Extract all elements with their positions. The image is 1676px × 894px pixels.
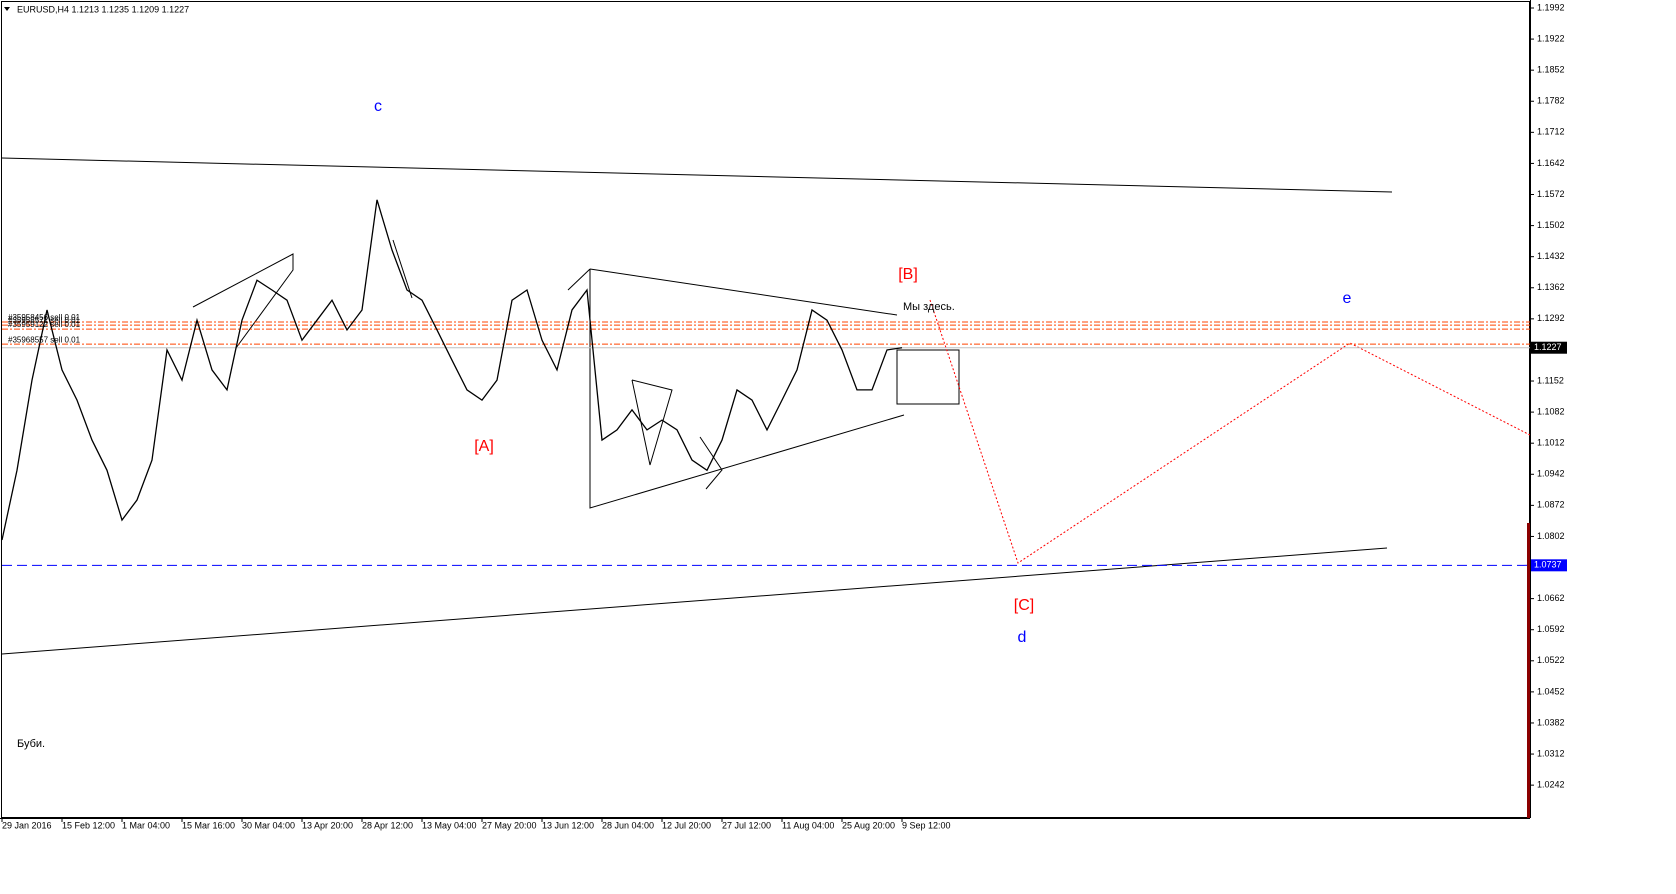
- plot-frame: [1, 1, 1530, 818]
- side-bar: [1527, 523, 1530, 818]
- x-tick-label: 12 Jul 20:00: [662, 820, 711, 830]
- y-tick-label: 1.1922: [1537, 33, 1565, 43]
- wave-figure: [699, 436, 723, 490]
- chart-title: EURUSD,H4 1.1213 1.1235 1.1209 1.1227: [17, 4, 189, 14]
- x-tick-label: 1 Mar 04:00: [122, 820, 170, 830]
- y-tick-label: 1.1432: [1537, 251, 1565, 261]
- target-box: [896, 349, 960, 405]
- triangle-line: [589, 269, 905, 509]
- x-tick-label: 13 May 04:00: [422, 820, 477, 830]
- y-tick-label: 1.1852: [1537, 65, 1565, 75]
- price-line-series: [1, 199, 903, 541]
- x-tick-label: 13 Jun 12:00: [542, 820, 594, 830]
- drawings: [1, 157, 1393, 655]
- x-tick-label: 27 May 20:00: [482, 820, 537, 830]
- y-tick-label: 1.0522: [1537, 655, 1565, 665]
- x-tick-label: 15 Mar 16:00: [182, 820, 235, 830]
- x-tick-label: 25 Aug 20:00: [842, 820, 895, 830]
- wave-label: d: [1018, 629, 1027, 646]
- y-tick-label: 1.1362: [1537, 282, 1565, 292]
- x-tick-label: 27 Jul 12:00: [722, 820, 771, 830]
- x-tick-label: 9 Sep 12:00: [902, 820, 951, 830]
- trend-line: [1, 157, 1393, 193]
- y-tick-label: 1.0242: [1537, 780, 1565, 790]
- y-tick-label: 1.1712: [1537, 127, 1565, 137]
- note: Буби.: [17, 738, 45, 750]
- y-tick-label: 1.1992: [1537, 2, 1565, 12]
- wave-figure: [392, 239, 413, 299]
- y-tick-label: 1.1152: [1537, 375, 1564, 385]
- y-tick-label: 1.0802: [1537, 531, 1565, 541]
- y-tick-label: 1.0662: [1537, 593, 1565, 603]
- wave-label: e: [1343, 290, 1352, 307]
- wave-label: [A]: [474, 438, 494, 455]
- order-label: #35958456 sell 0.01: [8, 313, 81, 322]
- y-tick-label: 1.0312: [1537, 748, 1565, 758]
- triangle-line: [589, 268, 898, 316]
- trend-line: [1, 547, 1388, 655]
- price-label: 1.0737: [1534, 560, 1562, 570]
- price-label-box: [1531, 559, 1567, 572]
- forecast-path: [929, 299, 1531, 564]
- wave-label: [B]: [898, 266, 918, 283]
- price-label: 1.1227: [1534, 342, 1562, 352]
- note: Мы здесь.: [903, 301, 955, 313]
- x-tick-label: 15 Feb 12:00: [62, 820, 115, 830]
- y-tick-label: 1.1082: [1537, 406, 1565, 416]
- wave-figure: [192, 253, 294, 349]
- menu-triangle: [4, 7, 10, 11]
- order-label: #35968557 sell 0.01: [8, 335, 81, 344]
- wave-figure: [567, 268, 591, 291]
- wave-label: [C]: [1014, 597, 1034, 614]
- x-tick-label: 30 Mar 04:00: [242, 820, 295, 830]
- y-tick-label: 1.0872: [1537, 500, 1565, 510]
- y-tick-label: 1.0452: [1537, 686, 1565, 696]
- price-label-box: [1531, 341, 1567, 354]
- y-tick-label: 1.0592: [1537, 624, 1565, 634]
- y-tick-label: 1.1012: [1537, 438, 1565, 448]
- x-tick-label: 28 Jun 04:00: [602, 820, 654, 830]
- y-tick-label: 1.1782: [1537, 96, 1565, 106]
- wave-label: c: [374, 98, 382, 115]
- x-tick-label: 29 Jan 2016: [2, 820, 52, 830]
- y-tick-label: 1.1502: [1537, 220, 1565, 230]
- y-tick-label: 1.1292: [1537, 313, 1565, 323]
- x-tick-label: 11 Aug 04:00: [782, 820, 834, 830]
- x-tick-label: 13 Apr 20:00: [302, 820, 353, 830]
- y-tick-label: 1.1642: [1537, 158, 1565, 168]
- x-tick-label: 28 Apr 12:00: [362, 820, 413, 830]
- y-tick-label: 1.0942: [1537, 469, 1565, 479]
- y-tick-label: 1.1572: [1537, 189, 1565, 199]
- y-tick-label: 1.0382: [1537, 717, 1565, 727]
